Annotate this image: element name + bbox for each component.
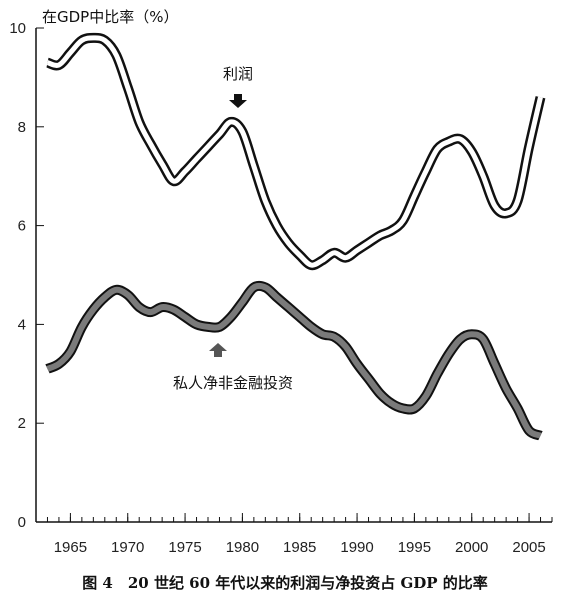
x-ticks: 1965 1970 1975 1980 1985 1990 1995 2000 2005 — [54, 513, 546, 556]
y-tick-label: 2 — [18, 415, 26, 432]
x-tick-label: 2005 — [512, 539, 545, 556]
profit-annotation: 利润 — [223, 65, 253, 83]
line-chart: 1965 1970 1975 1980 1985 1990 1995 2000 2005 0 2 4… — [9, 8, 553, 556]
figure-caption: 图 4 20 世纪 60 年代以来的利润与净投资占 GDP 的比率 — [82, 574, 488, 592]
series-profit-line — [46, 35, 543, 268]
x-tick-label: 1975 — [168, 539, 201, 556]
y-tick-label: 6 — [18, 218, 26, 235]
axes — [35, 28, 552, 523]
x-tick-label: 2000 — [455, 539, 488, 556]
y-tick-label: 10 — [9, 20, 26, 37]
y-axis-label: 在GDP中比率（%） — [42, 8, 178, 26]
x-tick-label: 1995 — [398, 539, 431, 556]
y-tick-label: 4 — [18, 316, 26, 333]
profit-arrow-icon — [229, 94, 247, 108]
x-tick-label: 1985 — [283, 539, 316, 556]
x-tick-label: 1980 — [226, 539, 259, 556]
x-tick-label: 1990 — [340, 539, 373, 556]
y-ticks: 0 2 4 6 8 10 — [9, 20, 44, 531]
series-layer — [45, 32, 546, 441]
series-profit — [45, 32, 546, 271]
series-investment — [45, 280, 543, 441]
y-tick-label: 0 — [18, 514, 26, 531]
x-tick-label: 1965 — [54, 539, 87, 556]
y-tick-label: 8 — [18, 119, 26, 136]
series-investment-line — [46, 282, 542, 439]
x-tick-label: 1970 — [111, 539, 144, 556]
investment-arrow-icon — [209, 343, 227, 357]
investment-annotation: 私人净非金融投资 — [173, 374, 293, 392]
